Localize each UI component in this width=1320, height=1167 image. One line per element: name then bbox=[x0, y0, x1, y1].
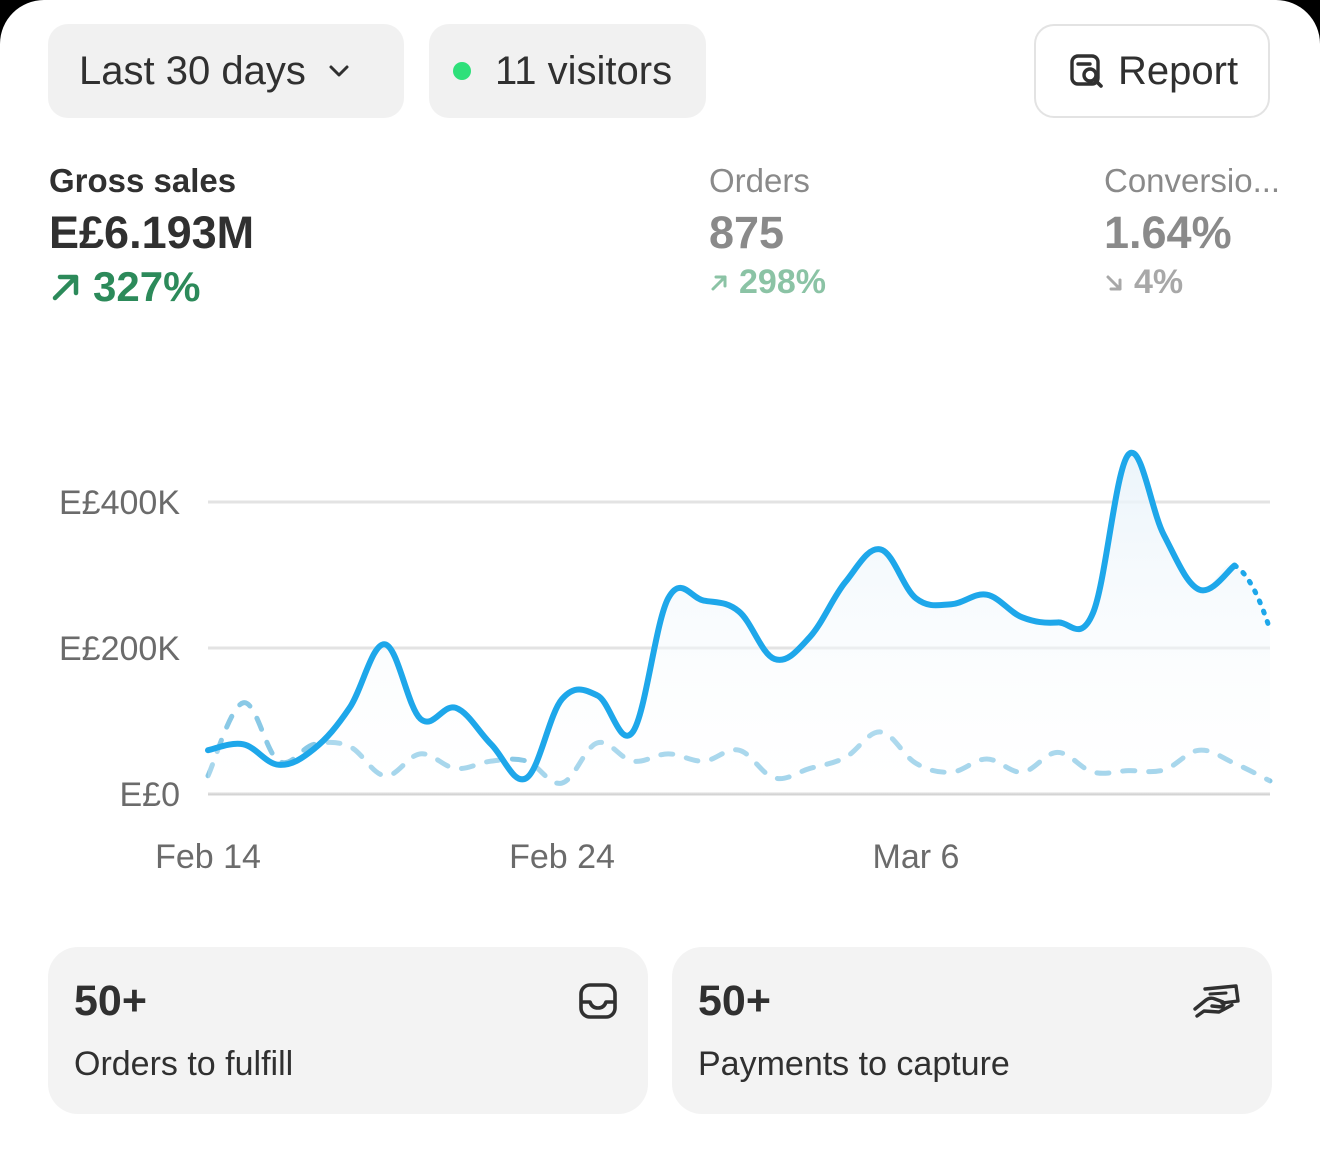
metric-delta-value: 327% bbox=[93, 263, 201, 310]
report-label: Report bbox=[1118, 48, 1239, 93]
x-axis: Feb 14 Feb 24 Mar 6 bbox=[155, 838, 959, 876]
arrow-down-right-icon bbox=[1106, 275, 1122, 290]
live-visitors-pill[interactable]: 11 visitors bbox=[429, 24, 706, 118]
projected-series-line bbox=[1232, 563, 1273, 633]
visitors-label: 11 visitors bbox=[495, 48, 673, 93]
tile-label: Orders to fulfill bbox=[74, 1045, 294, 1083]
payments-to-capture-tile[interactable]: 50+ Payments to capture bbox=[672, 947, 1272, 1114]
y-tick-label: E£400K bbox=[59, 484, 180, 522]
metric-value: 875 bbox=[709, 207, 785, 258]
chevron-down-icon bbox=[329, 65, 349, 77]
x-tick-label: Mar 6 bbox=[873, 838, 960, 876]
metric-delta: 4% bbox=[1104, 263, 1320, 302]
metric-gross-sales[interactable]: Gross sales E£6.193M 327% bbox=[49, 160, 254, 311]
metric-value: 1.64% bbox=[1104, 207, 1232, 258]
live-dot-icon bbox=[453, 62, 471, 80]
metric-conversion[interactable]: Conversio... 1.64% 4% bbox=[1104, 160, 1320, 302]
date-range-selector[interactable]: Last 30 days bbox=[48, 24, 404, 118]
y-axis: E£0 E£200K E£400K bbox=[59, 484, 180, 814]
sales-line-chart[interactable]: E£0 E£200K E£400K Feb 14 Feb 24 Mar 6 bbox=[0, 420, 1320, 900]
inbox-icon bbox=[579, 983, 617, 1019]
report-button[interactable]: Report bbox=[1034, 24, 1270, 118]
arrow-up-right-icon bbox=[52, 274, 79, 301]
chart-series bbox=[205, 449, 1273, 794]
metric-label: Conversio... bbox=[1104, 162, 1281, 199]
series-area bbox=[208, 452, 1270, 794]
tile-count: 50+ bbox=[74, 977, 147, 1025]
cash-hand-icon bbox=[1193, 984, 1240, 1018]
tile-count: 50+ bbox=[698, 977, 771, 1025]
report-search-icon bbox=[1070, 54, 1103, 88]
y-tick-label: E£200K bbox=[59, 630, 180, 668]
metric-orders[interactable]: Orders 875 298% bbox=[709, 160, 826, 302]
arrow-up-right-icon bbox=[711, 275, 727, 290]
x-tick-label: Feb 14 bbox=[155, 838, 261, 876]
y-tick-label: E£0 bbox=[120, 776, 181, 814]
metric-delta: 298% bbox=[709, 263, 826, 302]
orders-to-fulfill-tile[interactable]: 50+ Orders to fulfill bbox=[48, 947, 648, 1114]
metric-delta-value: 298% bbox=[739, 263, 826, 301]
tile-label: Payments to capture bbox=[698, 1045, 1010, 1083]
metric-label: Orders bbox=[709, 162, 810, 199]
metric-label: Gross sales bbox=[49, 162, 237, 199]
metric-value: E£6.193M bbox=[49, 207, 255, 258]
current-series-line bbox=[205, 449, 1238, 783]
metric-delta: 327% bbox=[49, 263, 254, 311]
metric-delta-value: 4% bbox=[1134, 263, 1184, 301]
date-range-label: Last 30 days bbox=[79, 48, 306, 93]
x-tick-label: Feb 24 bbox=[509, 838, 615, 876]
